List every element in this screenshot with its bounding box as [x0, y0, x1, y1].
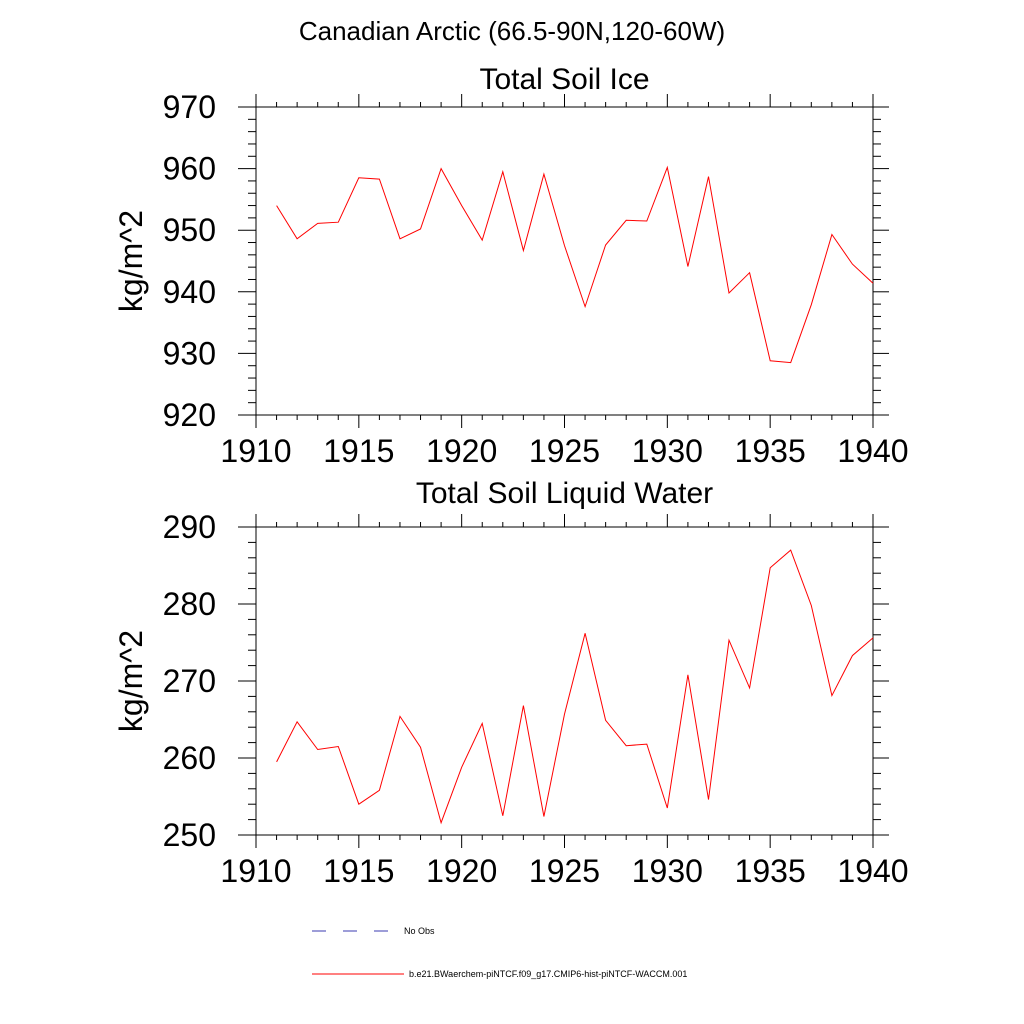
- panel1-series-line: [276, 165, 874, 364]
- panel2-x-tick-label: 1925: [529, 853, 600, 889]
- figure-title: Canadian Arctic (66.5-90N,120-60W): [298, 16, 726, 46]
- panel2-x-tick-label: 1930: [632, 853, 703, 889]
- legend-no-obs-label: No Obs: [404, 926, 435, 936]
- panel1-x-tick-label: 1925: [529, 433, 600, 469]
- panel1-y-tick-label: 950: [163, 212, 216, 248]
- panel1-y-tick-label: 960: [163, 151, 216, 187]
- panel1-plot-frame: [255, 106, 874, 416]
- panel1-x-tick-label: 1935: [735, 433, 806, 469]
- panel1-y-tick-label: 970: [163, 89, 216, 125]
- panel1-y-tick-label: 940: [163, 274, 216, 310]
- panel2-y-tick-label: 280: [163, 586, 216, 622]
- panel1-y-tick-label: 930: [163, 335, 216, 371]
- panel1-x-tick-label: 1915: [323, 433, 394, 469]
- panel2-title: Total Soil Liquid Water: [416, 477, 713, 510]
- panel2-y-tick-label: 260: [163, 740, 216, 776]
- panel1-x-tick-label: 1940: [837, 433, 908, 469]
- panel2-x-tick-label: 1910: [220, 853, 291, 889]
- panel1-x-tick-label: 1930: [632, 433, 703, 469]
- legend-model-label: b.e21.BWaerchem-piNTCF.f09_g17.CMIP6-his…: [409, 969, 687, 979]
- panel1-x-tick-label: 1910: [220, 433, 291, 469]
- panel2-y-tick-label: 250: [163, 817, 216, 853]
- panel2-x-tick-label: 1920: [426, 853, 497, 889]
- panel2-plot-frame: [255, 526, 874, 836]
- panel1-x-tick-label: 1920: [426, 433, 497, 469]
- panel2-series-line: [276, 549, 874, 825]
- panel2-x-tick-label: 1935: [735, 853, 806, 889]
- panel2-y-tick-label: 270: [163, 663, 216, 699]
- panel2-y-tick-label: 290: [163, 509, 216, 545]
- panel1-y-tick-label: 920: [163, 397, 216, 433]
- panel1-title: Total Soil Ice: [479, 63, 649, 96]
- panel2-x-tick-label: 1915: [323, 853, 394, 889]
- panel2-x-tick-label: 1940: [837, 853, 908, 889]
- panel1-ylabel: kg/m^2: [113, 210, 149, 312]
- panel2-ylabel: kg/m^2: [113, 630, 149, 732]
